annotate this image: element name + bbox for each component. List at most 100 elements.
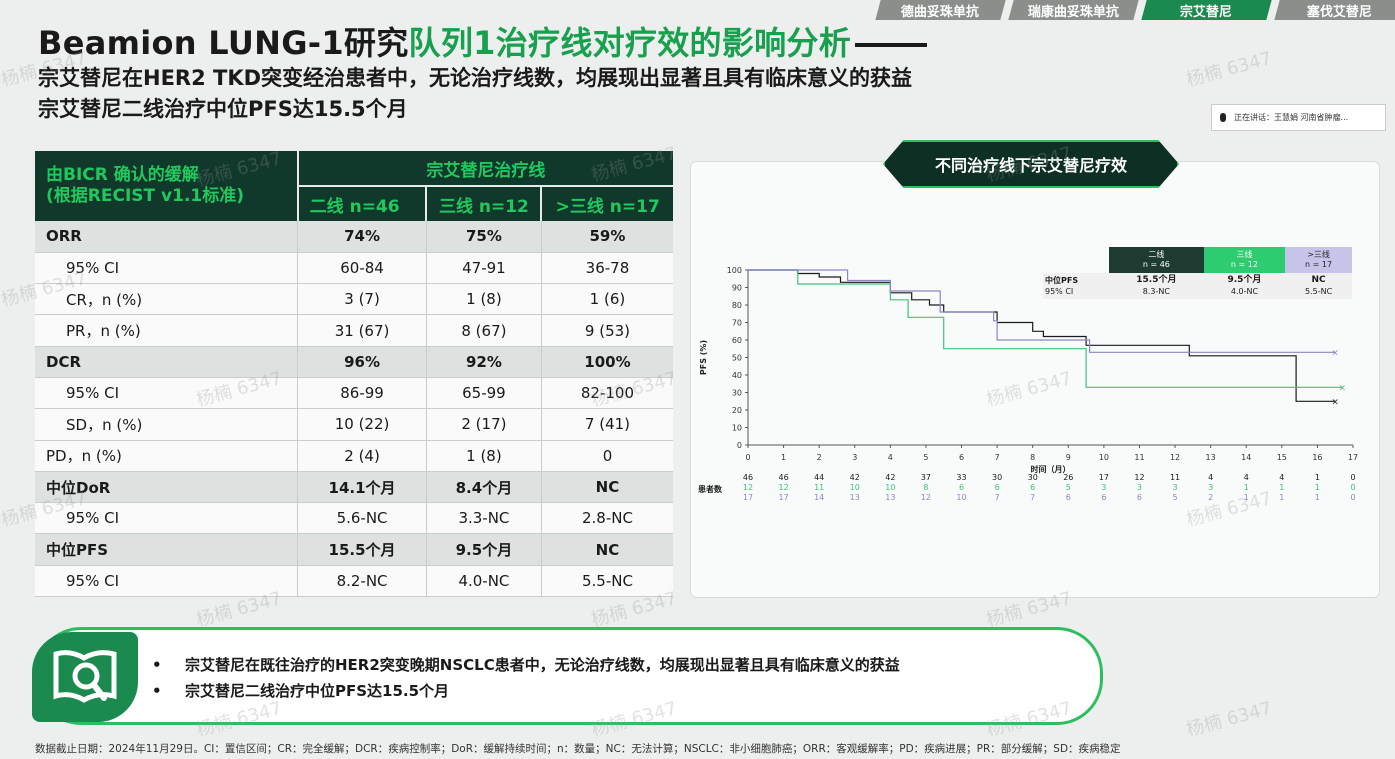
table-cell: 7 (41) <box>540 408 673 441</box>
microphone-icon <box>1220 113 1226 122</box>
speaker-indicator[interactable]: 正在讲话：王慧娟 河南省肿瘤... <box>1211 104 1386 131</box>
column-header: 三线 n=12 <box>425 185 542 221</box>
at-risk-value: 26 <box>1063 473 1073 482</box>
table-cell: 82-100 <box>540 377 673 410</box>
bullet-text: 宗艾替尼在既往治疗的HER2突变晚期NSCLC患者中，无论治疗线数，均展现出显著… <box>185 656 900 674</box>
tab-label: 塞伐艾替尼 <box>1306 4 1372 20</box>
legend-ci: 4.0-NC <box>1230 287 1259 296</box>
at-risk-value: 0 <box>1350 493 1355 502</box>
tab-trastuzumab-rezetecan[interactable]: 瑞康曲妥珠单抗 <box>1008 0 1139 20</box>
row-label: 95% CI <box>35 252 298 285</box>
legend-row-labels: 中位PFS 95% CI <box>1043 273 1109 299</box>
km-curve-2 <box>748 269 1336 353</box>
row-label: 95% CI <box>35 377 298 410</box>
at-risk-value: 6 <box>1030 483 1035 492</box>
at-risk-value: 1 <box>1315 493 1320 502</box>
table-cell: 100% <box>540 346 673 378</box>
legend-ci: 8.3-NC <box>1142 287 1170 296</box>
row-label: PD，n (%) <box>35 440 298 472</box>
table-cell: NC <box>540 471 673 504</box>
x-tick-label: 16 <box>1312 453 1322 462</box>
at-risk-value: 6 <box>1137 493 1142 502</box>
table-cell: 5.5-NC <box>540 565 673 598</box>
table-cell: 75% <box>425 221 542 253</box>
at-risk-value: 44 <box>814 473 824 482</box>
row-label: SD，n (%) <box>35 408 298 441</box>
at-risk-value: 8 <box>923 483 928 492</box>
title-highlight: 队列1治疗线对疗效的影响分析 <box>408 24 852 62</box>
at-risk-value: 10 <box>850 483 860 492</box>
x-tick-label: 4 <box>888 453 893 462</box>
legend-header-2nd: 二线 n = 46 <box>1109 247 1204 273</box>
tab-zongertinib[interactable]: 宗艾替尼 <box>1141 0 1272 20</box>
at-risk-value: 1 <box>1244 483 1249 492</box>
at-risk-value: 12 <box>743 483 753 492</box>
x-tick-label: 1 <box>781 453 786 462</box>
x-tick-label: 17 <box>1348 453 1358 462</box>
at-risk-value: 2 <box>1208 493 1213 502</box>
legend-median: NC <box>1311 275 1326 285</box>
table-cell: 65-99 <box>425 377 542 410</box>
at-risk-value: 30 <box>1028 473 1038 482</box>
corner-line2: (根据RECIST v1.1标准) <box>46 186 244 206</box>
legend-label-ci: 95% CI <box>1045 287 1074 296</box>
table-row: 中位DoR 14.1个月 8.4个月 NC <box>35 471 673 504</box>
row-label: 中位PFS <box>35 533 298 566</box>
legend-header-3rd: 三线 n = 12 <box>1203 247 1286 273</box>
table-row: DCR 96% 92% 100% <box>35 346 673 378</box>
table-cell: 0 <box>540 440 673 472</box>
y-tick-label: 90 <box>732 284 742 293</box>
at-risk-value: 7 <box>995 493 1000 502</box>
table-cell: 59% <box>540 221 673 253</box>
at-risk-value: 6 <box>995 483 1000 492</box>
at-risk-value: 4 <box>1208 473 1213 482</box>
at-risk-value: 13 <box>885 493 895 502</box>
bullet-text: 宗艾替尼二线治疗中位PFS达15.5个月 <box>185 682 450 700</box>
km-curve-0 <box>748 269 1336 402</box>
at-risk-value: 13 <box>850 493 860 502</box>
table-cell: 92% <box>425 346 542 378</box>
x-tick-label: 9 <box>1066 453 1071 462</box>
table-cell: 31 (67) <box>297 314 427 347</box>
at-risk-value: 17 <box>1099 473 1109 482</box>
x-tick-label: 15 <box>1277 453 1287 462</box>
x-tick-label: 13 <box>1206 453 1216 462</box>
table-cell: 74% <box>297 221 427 253</box>
legend-cell-gt3rd: NC 5.5-NC <box>1285 273 1352 299</box>
table-row: 95% CI 60-84 47-91 36-78 <box>35 252 673 285</box>
at-risk-value: 33 <box>956 473 966 482</box>
table-group-header: 宗艾替尼治疗线 <box>296 151 673 186</box>
y-tick-label: 100 <box>727 266 742 275</box>
legend-ci: 5.5-NC <box>1304 287 1333 296</box>
row-label: 95% CI <box>35 565 298 598</box>
title-main: Beamion LUNG-1研究 <box>38 24 409 62</box>
x-tick-label: 11 <box>1134 453 1144 462</box>
tab-label: 瑞康曲妥珠单抗 <box>1027 4 1119 20</box>
x-tick-label: 3 <box>852 453 857 462</box>
at-risk-value: 3 <box>1173 483 1178 492</box>
tab-label: 宗艾替尼 <box>1180 4 1233 20</box>
y-tick-label: 60 <box>732 336 742 345</box>
row-label: 中位DoR <box>35 471 298 504</box>
table-cell: 15.5个月 <box>297 533 427 566</box>
x-tick-label: 0 <box>745 453 750 462</box>
table-cell: 8.2-NC <box>297 565 427 598</box>
table-row: ORR 74% 75% 59% <box>35 221 673 253</box>
at-risk-value: 17 <box>743 493 753 502</box>
at-risk-value: 3 <box>1208 483 1213 492</box>
table-cell: 86-99 <box>297 377 427 410</box>
tab-trastuzumab-deruxtecan[interactable]: 德曲妥珠单抗 <box>875 0 1006 20</box>
table-cell: 9.5个月 <box>425 533 542 566</box>
at-risk-value: 12 <box>1134 473 1144 482</box>
slide-title: Beamion LUNG-1研究队列1治疗线对疗效的影响分析 <box>38 18 928 64</box>
legend-median: 15.5个月 <box>1136 275 1177 285</box>
table-row: 95% CI 8.2-NC 4.0-NC 5.5-NC <box>35 565 673 598</box>
at-risk-value: 42 <box>885 473 895 482</box>
at-risk-value: 7 <box>1030 493 1035 502</box>
km-curve-1 <box>748 269 1343 388</box>
drug-tabs: 德曲妥珠单抗 瑞康曲妥珠单抗 宗艾替尼 塞伐艾替尼 <box>870 0 1395 20</box>
at-risk-value: 5 <box>1173 493 1178 502</box>
table-row: 95% CI 86-99 65-99 82-100 <box>35 377 673 410</box>
tab-sevabertinib[interactable]: 塞伐艾替尼 <box>1274 0 1395 20</box>
